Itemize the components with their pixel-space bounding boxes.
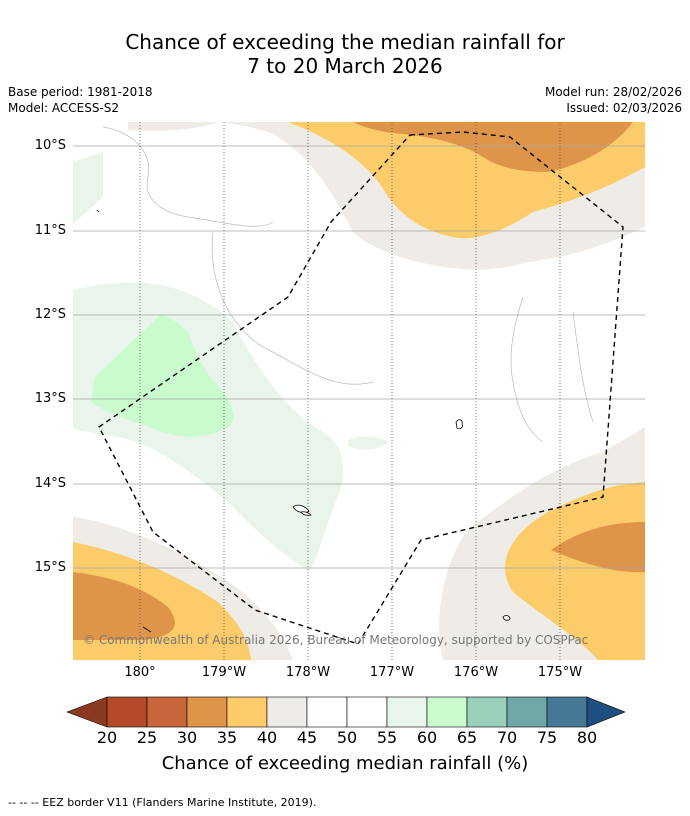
- issued-date: Issued: 02/03/2026: [566, 101, 682, 115]
- island: [96, 209, 100, 213]
- colorbar-bin-75-80: [546, 696, 588, 728]
- colorbar-bin-70-75: [506, 696, 548, 728]
- colorbar-tick: 30: [176, 728, 198, 747]
- colorbar-bin-20-25: [106, 696, 148, 728]
- island: [300, 511, 312, 516]
- colorbar-label: Chance of exceeding median rainfall (%): [161, 753, 529, 774]
- region-65: [91, 314, 234, 437]
- colorbar-tick: 80: [576, 728, 598, 747]
- region-60-center-islet: [348, 436, 389, 450]
- islands: [96, 209, 511, 633]
- region-35-bottom-left: [73, 572, 175, 640]
- region-60-top-left: [73, 152, 103, 224]
- region-45-top-left: [128, 122, 218, 131]
- y-tick-12s: 12°S: [34, 307, 66, 322]
- title-line-1: Chance of exceeding the median rainfall …: [125, 30, 565, 54]
- colorbar-extend-low: [66, 696, 108, 728]
- contour-line: [510, 296, 544, 443]
- colorbar-tick: 20: [96, 728, 118, 747]
- colorbar-bin-25-30: [146, 696, 188, 728]
- model-run: Model run: 28/02/2026: [544, 85, 682, 99]
- contour-line: [102, 126, 274, 227]
- colorbar-extend-high: [586, 696, 626, 728]
- contour-line: [211, 231, 374, 385]
- x-tick-180: 180°: [124, 665, 156, 680]
- latitude-gridlines: [73, 145, 645, 569]
- colorbar-bin-35-40: [226, 696, 268, 728]
- base-period: Base period: 1981-2018: [8, 85, 153, 99]
- island: [502, 615, 511, 621]
- colorbar-tick: 75: [536, 728, 558, 747]
- model-name: Model: ACCESS-S2: [8, 101, 120, 115]
- colorbar-bin-40-45: [266, 696, 308, 728]
- x-tick-179w: 179°W: [201, 665, 247, 680]
- colorbar-tick: 50: [336, 728, 358, 747]
- colorbar-bin-60-65: [426, 696, 468, 728]
- eez-legend-footer: -- -- -- EEZ border V11 (Flanders Marine…: [8, 796, 317, 809]
- x-tick-176w: 176°W: [453, 665, 499, 680]
- chart-title: Chance of exceeding the median rainfall …: [0, 30, 690, 78]
- y-tick-13s: 13°S: [34, 391, 66, 406]
- island: [292, 504, 310, 514]
- colorbar-bin-30-35: [186, 696, 228, 728]
- x-tick-175w: 175°W: [537, 665, 583, 680]
- x-tick-178w: 178°W: [285, 665, 331, 680]
- colorbar-tick: 70: [496, 728, 518, 747]
- colorbar-bin-45-50: [306, 696, 348, 728]
- y-tick-11s: 11°S: [34, 223, 66, 238]
- region-35-right: [551, 522, 645, 573]
- colorbar-tick: 25: [136, 728, 158, 747]
- meta-left: Base period: 1981-2018 Model: ACCESS-S2: [8, 84, 153, 116]
- contour-lines: [102, 126, 594, 443]
- colorbar-tick: 60: [416, 728, 438, 747]
- y-tick-10s: 10°S: [34, 138, 66, 153]
- y-tick-15s: 15°S: [34, 560, 66, 575]
- colorbar-bin-55-60: [386, 696, 428, 728]
- colorbar-tick: 65: [456, 728, 478, 747]
- y-tick-14s: 14°S: [34, 476, 66, 491]
- island: [142, 626, 152, 633]
- colorbar-tick: 40: [256, 728, 278, 747]
- colorbar-bin-65-70: [466, 696, 508, 728]
- rainfall-map: [73, 122, 645, 660]
- colorbar: [66, 696, 626, 728]
- copyright-notice: © Commonwealth of Australia 2026, Bureau…: [83, 633, 589, 647]
- colorbar-tick: 35: [216, 728, 238, 747]
- colorbar-tick: 55: [376, 728, 398, 747]
- colorbar-tick: 45: [296, 728, 318, 747]
- eez-border: [98, 131, 624, 645]
- island: [455, 419, 463, 430]
- contour-line: [572, 311, 594, 423]
- colorbar-bin-50-55: [346, 696, 388, 728]
- title-line-2: 7 to 20 March 2026: [247, 54, 443, 78]
- meta-right: Model run: 28/02/2026 Issued: 02/03/2026: [545, 84, 682, 116]
- x-tick-177w: 177°W: [369, 665, 415, 680]
